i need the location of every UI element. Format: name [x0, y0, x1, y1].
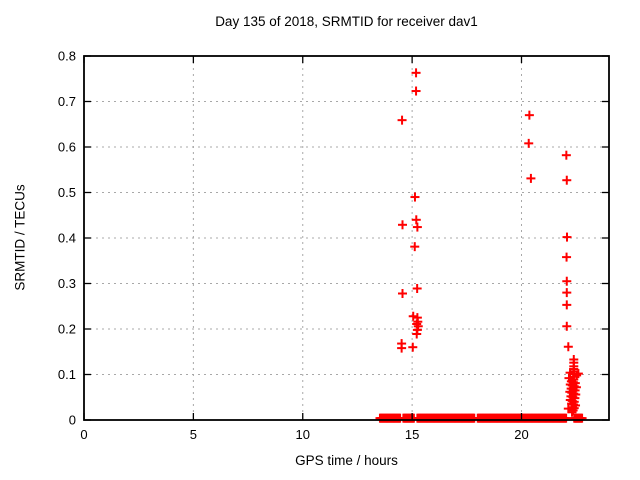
zero-value-band — [375, 413, 587, 423]
data-point — [565, 368, 575, 378]
data-point — [412, 284, 422, 294]
data-point — [573, 369, 583, 379]
y-tick-label: 0.3 — [58, 276, 76, 291]
data-point — [397, 115, 407, 125]
x-tick-label: 15 — [405, 427, 419, 442]
data-point — [397, 343, 407, 353]
data-point — [562, 175, 572, 185]
data-point — [568, 405, 578, 415]
data-point — [562, 321, 572, 331]
data-points — [397, 68, 583, 417]
tick-labels: 0 5 10 15 20 0 0.1 0.2 0.3 0.4 0.5 0.6 0.7 0.8 — [58, 49, 529, 443]
data-point — [567, 407, 577, 417]
y-tick-label: 0.5 — [58, 185, 76, 200]
x-axis-label: GPS time / hours — [295, 453, 398, 468]
y-tick-label: 0.2 — [58, 322, 76, 337]
zero-band-marker — [577, 413, 587, 423]
zero-band-marker — [561, 413, 571, 423]
data-point — [410, 192, 420, 202]
x-tick-label: 10 — [296, 427, 310, 442]
data-point — [563, 342, 573, 352]
x-tick-label: 0 — [80, 427, 87, 442]
y-tick-label: 0.8 — [58, 49, 76, 64]
y-tick-label: 0.1 — [58, 367, 76, 382]
tick-marks — [83, 55, 609, 421]
x-tick-label: 20 — [514, 427, 528, 442]
data-point — [412, 222, 422, 232]
data-point — [561, 150, 571, 160]
data-point — [398, 289, 407, 299]
y-tick-label: 0.6 — [58, 140, 76, 155]
data-point — [562, 276, 572, 286]
data-point — [408, 342, 418, 352]
data-point — [524, 138, 534, 148]
data-point — [526, 173, 536, 183]
data-point — [562, 300, 572, 310]
chart-title: Day 135 of 2018, SRMTID for receiver dav… — [215, 14, 478, 29]
gridlines — [84, 56, 609, 420]
data-point — [562, 232, 572, 242]
data-point — [408, 311, 418, 321]
y-tick-label: 0 — [69, 413, 76, 428]
data-point — [572, 370, 582, 380]
y-axis-label: SRMTID / TECUs — [12, 184, 28, 291]
y-tick-label: 0.4 — [58, 231, 76, 246]
data-point — [398, 220, 407, 230]
data-point — [562, 252, 572, 262]
data-point — [411, 215, 421, 225]
data-point — [562, 288, 572, 298]
data-point — [411, 86, 421, 96]
data-point — [413, 321, 423, 331]
data-point — [524, 110, 534, 120]
y-tick-label: 0.7 — [58, 94, 76, 109]
x-tick-label: 5 — [190, 427, 197, 442]
data-point — [410, 242, 420, 252]
data-point — [411, 68, 421, 78]
